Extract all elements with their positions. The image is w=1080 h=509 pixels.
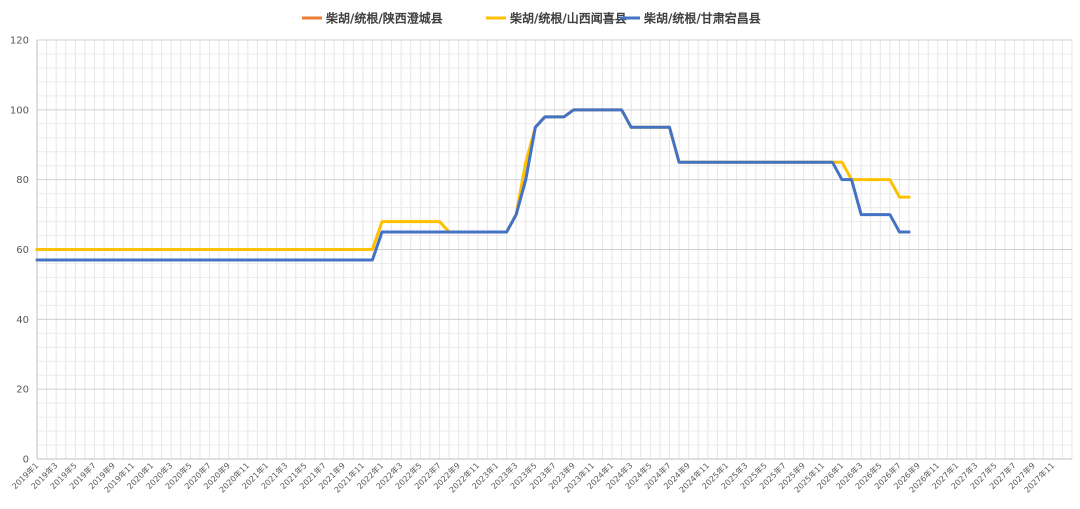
y-tick-label: 120 — [10, 36, 29, 47]
legend-label: 柴胡/统根/甘肃宕昌县 — [643, 11, 761, 26]
legend-label: 柴胡/统根/山西闻喜县 — [509, 11, 627, 26]
legend-item-2: 柴胡/统根/山西闻喜县 — [486, 11, 627, 26]
y-tick-label: 40 — [16, 315, 29, 326]
legend-item-1: 柴胡/统根/陕西澄城县 — [302, 11, 443, 26]
series-line-3 — [35, 108, 911, 262]
y-tick-label: 0 — [23, 455, 29, 466]
legend-label: 柴胡/统根/陕西澄城县 — [325, 11, 443, 26]
legend: 柴胡/统根/陕西澄城县 柴胡/统根/山西闻喜县 柴胡/统根/甘肃宕昌县 — [302, 11, 761, 26]
y-tick-label: 80 — [16, 175, 29, 186]
legend-item-3: 柴胡/统根/甘肃宕昌县 — [620, 11, 761, 26]
series-lines — [35, 108, 911, 262]
y-tick-label: 100 — [10, 105, 29, 116]
axes: 0204060801001202019年12019年32019年52019年72… — [10, 36, 1072, 495]
y-tick-label: 20 — [16, 385, 29, 396]
y-tick-label: 60 — [16, 245, 29, 256]
